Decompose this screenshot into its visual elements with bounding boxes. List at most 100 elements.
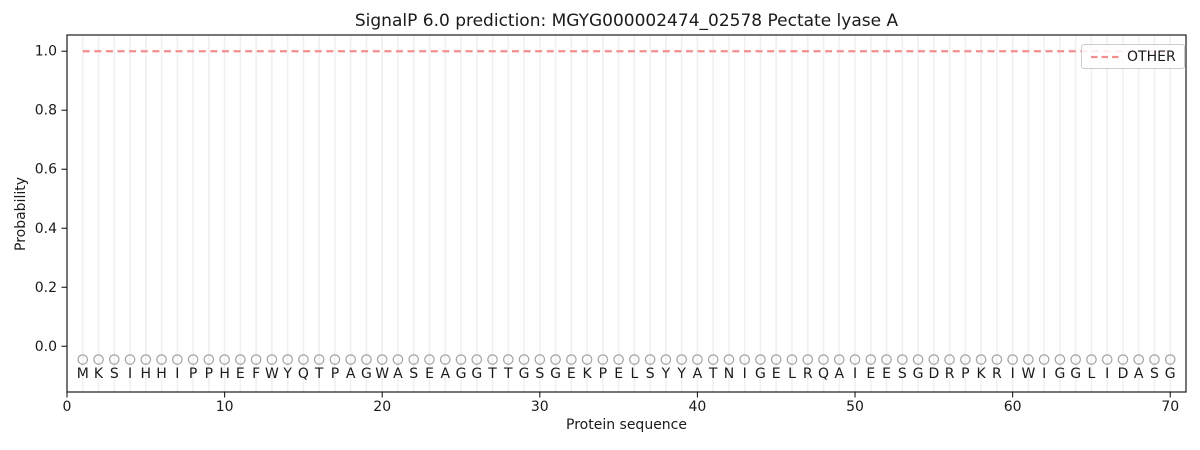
residue-letter: S bbox=[535, 366, 544, 382]
residue-marker bbox=[266, 354, 278, 365]
residue-letter: A bbox=[440, 366, 450, 382]
residue-marker bbox=[770, 354, 782, 365]
x-tick-label: 0 bbox=[63, 399, 72, 415]
residue-letter: L bbox=[630, 366, 638, 382]
x-tick-label: 50 bbox=[846, 399, 864, 415]
residue-letter: T bbox=[708, 366, 718, 382]
residue-marker bbox=[1133, 354, 1145, 365]
residue-letter: G bbox=[1165, 366, 1176, 382]
residue-marker bbox=[660, 354, 672, 365]
residue-letter: P bbox=[189, 366, 197, 382]
residue-letter: E bbox=[425, 366, 434, 382]
residue-marker bbox=[786, 354, 798, 365]
residue-letter: W bbox=[1021, 366, 1035, 382]
residue-marker bbox=[912, 354, 924, 365]
residue-marker bbox=[187, 354, 199, 365]
residue-letter: R bbox=[992, 366, 1002, 382]
residue-letter: K bbox=[94, 366, 104, 382]
residue-marker bbox=[1117, 354, 1129, 365]
residue-letter: A bbox=[693, 366, 703, 382]
y-tick-label: 1.0 bbox=[35, 44, 57, 60]
residue-letter: S bbox=[110, 366, 119, 382]
residue-marker bbox=[1149, 354, 1160, 365]
residue-letter: S bbox=[898, 366, 907, 382]
residue-letter: S bbox=[646, 366, 655, 382]
residue-marker bbox=[991, 354, 1003, 365]
residue-letter: G bbox=[550, 366, 561, 382]
residue-letter: E bbox=[567, 366, 576, 382]
residue-marker bbox=[124, 354, 136, 365]
residue-marker bbox=[550, 354, 561, 365]
residue-letter: Y bbox=[676, 366, 686, 382]
residue-marker bbox=[897, 354, 908, 365]
y-tick-label: 0.0 bbox=[35, 339, 57, 355]
residue-letter: P bbox=[331, 366, 339, 382]
residue-marker bbox=[203, 354, 215, 365]
residue-marker bbox=[93, 354, 104, 365]
residue-marker bbox=[865, 354, 877, 365]
residue-letter: Q bbox=[298, 366, 309, 382]
residue-marker bbox=[219, 354, 230, 365]
residue-letter: T bbox=[503, 366, 513, 382]
residue-letter: K bbox=[977, 366, 987, 382]
residue-marker bbox=[1086, 354, 1097, 365]
residue-letter: K bbox=[583, 366, 593, 382]
residue-letter: G bbox=[913, 366, 924, 382]
residue-marker bbox=[613, 354, 624, 365]
x-tick-label: 40 bbox=[689, 399, 707, 415]
residue-marker bbox=[172, 354, 183, 365]
residue-marker bbox=[424, 354, 435, 365]
residue-letter: A bbox=[1134, 366, 1144, 382]
residue-marker bbox=[566, 354, 577, 365]
residue-letter: D bbox=[928, 366, 939, 382]
residue-letter: E bbox=[882, 366, 891, 382]
residue-marker bbox=[345, 354, 356, 365]
y-tick-label: 0.2 bbox=[35, 280, 57, 296]
residue-marker bbox=[376, 354, 388, 365]
residue-marker bbox=[597, 354, 609, 365]
residue-marker bbox=[140, 354, 152, 365]
residue-marker bbox=[108, 354, 120, 365]
residue-marker bbox=[881, 354, 892, 365]
residue-marker bbox=[534, 354, 546, 365]
residue-marker bbox=[960, 354, 971, 365]
residue-letter: H bbox=[141, 366, 152, 382]
residue-letter: I bbox=[175, 366, 179, 382]
residue-marker bbox=[235, 354, 246, 365]
residue-marker bbox=[833, 354, 845, 365]
residue-letter: I bbox=[1011, 366, 1015, 382]
x-axis-label: Protein sequence bbox=[566, 417, 687, 433]
residue-letter: Y bbox=[661, 366, 671, 382]
residue-letter: I bbox=[1105, 366, 1109, 382]
residue-letter: G bbox=[456, 366, 467, 382]
residue-letter: G bbox=[755, 366, 766, 382]
residue-marker bbox=[439, 354, 451, 365]
residue-letter: Y bbox=[282, 366, 292, 382]
residue-marker bbox=[944, 354, 955, 365]
residue-letter: E bbox=[236, 366, 245, 382]
residue-marker bbox=[818, 354, 829, 365]
residue-marker bbox=[77, 354, 89, 365]
residue-marker bbox=[1038, 354, 1050, 365]
residue-marker bbox=[644, 354, 656, 365]
residue-marker bbox=[408, 354, 420, 365]
residue-marker bbox=[392, 354, 404, 365]
y-tick-label: 0.6 bbox=[35, 162, 57, 178]
residue-letter: G bbox=[471, 366, 482, 382]
residue-letter: T bbox=[487, 366, 497, 382]
residue-marker bbox=[629, 354, 640, 365]
residue-letter: R bbox=[803, 366, 813, 382]
residue-marker bbox=[723, 354, 735, 365]
residue-marker bbox=[1054, 354, 1066, 365]
residue-marker bbox=[755, 354, 766, 365]
residue-letter: A bbox=[834, 366, 844, 382]
residue-letter: G bbox=[1054, 366, 1065, 382]
residue-marker bbox=[282, 354, 293, 365]
legend: OTHER bbox=[1081, 44, 1185, 69]
residue-marker bbox=[313, 354, 325, 365]
residue-letter: I bbox=[128, 366, 132, 382]
residue-marker bbox=[298, 354, 309, 365]
x-tick-label: 30 bbox=[531, 399, 549, 415]
